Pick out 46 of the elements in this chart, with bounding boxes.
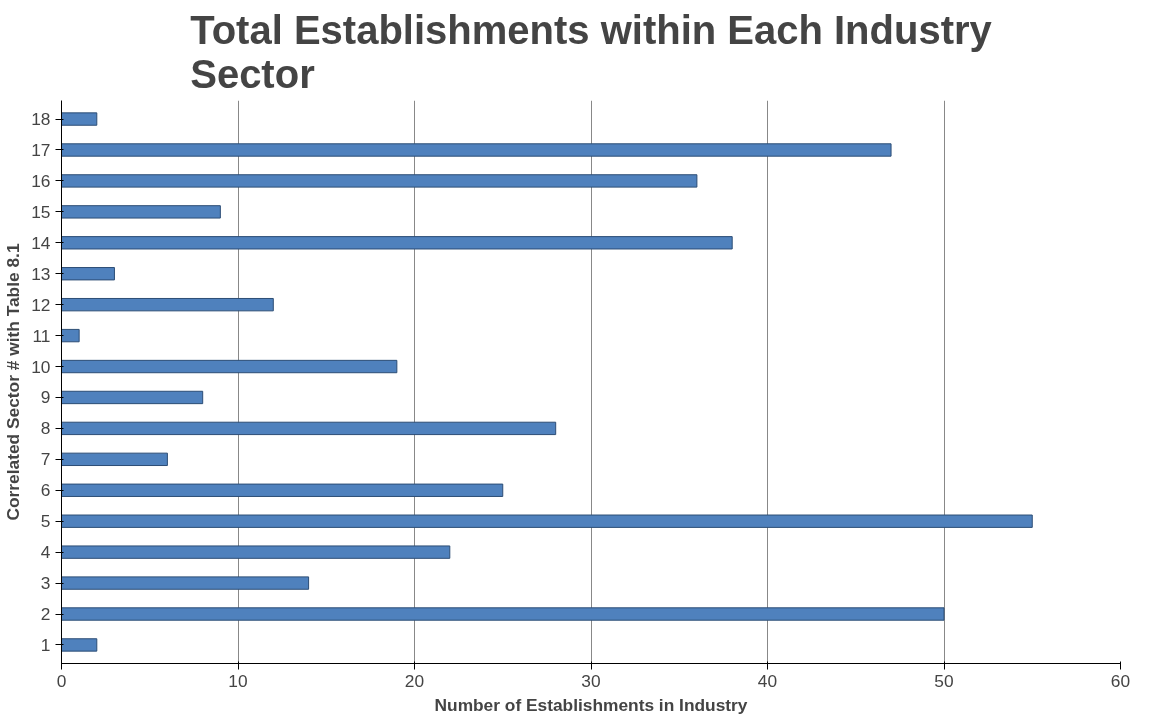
bar — [61, 267, 115, 281]
bar — [61, 205, 221, 219]
x-tick-label: 0 — [56, 670, 67, 691]
x-tick-label: 40 — [757, 670, 778, 691]
bar — [61, 328, 80, 343]
y-axis-title: Correlated Sector # with Table 8.1 — [3, 243, 24, 521]
chart-title: Total Establishments within Each Industry Sector — [190, 7, 993, 96]
x-tick-label: 20 — [404, 670, 425, 691]
y-tick-label: 8 — [40, 418, 51, 439]
x-tick-label: 50 — [934, 670, 954, 691]
bar — [61, 545, 451, 559]
bar — [61, 638, 98, 652]
bar — [61, 359, 398, 374]
bar — [61, 143, 892, 157]
bar — [61, 174, 698, 188]
y-tick-label: 10 — [31, 356, 51, 377]
bar — [61, 514, 1033, 528]
bar — [61, 236, 733, 250]
y-tick-label: 2 — [40, 604, 51, 625]
y-tick-label: 12 — [31, 294, 51, 315]
bar — [61, 390, 204, 405]
y-tick-label: 3 — [40, 573, 51, 594]
x-tick-label: 30 — [581, 670, 601, 691]
bar — [61, 112, 98, 126]
bar — [61, 607, 945, 621]
x-axis-title: Number of Establishments in Industry — [434, 694, 748, 715]
y-tick-label: 11 — [32, 325, 51, 346]
y-tick-label: 5 — [40, 511, 51, 532]
y-tick-label: 7 — [40, 449, 51, 470]
y-tick-label: 17 — [31, 139, 51, 160]
bar — [61, 576, 310, 590]
y-tick-label: 1 — [40, 634, 51, 655]
y-tick-label: 14 — [31, 232, 51, 253]
y-tick-label: 9 — [40, 387, 51, 408]
y-tick-label: 18 — [31, 109, 51, 130]
y-tick-label: 13 — [31, 263, 51, 284]
y-tick-label: 16 — [31, 170, 51, 191]
bar — [61, 483, 504, 497]
x-tick-label: 60 — [1110, 670, 1131, 691]
y-tick-label: 6 — [40, 480, 51, 501]
bar — [61, 297, 274, 312]
bar — [61, 421, 557, 436]
bar — [61, 452, 168, 467]
y-tick-label: 4 — [40, 542, 51, 563]
x-tick-label: 10 — [228, 670, 248, 691]
y-tick-label: 15 — [31, 201, 51, 222]
